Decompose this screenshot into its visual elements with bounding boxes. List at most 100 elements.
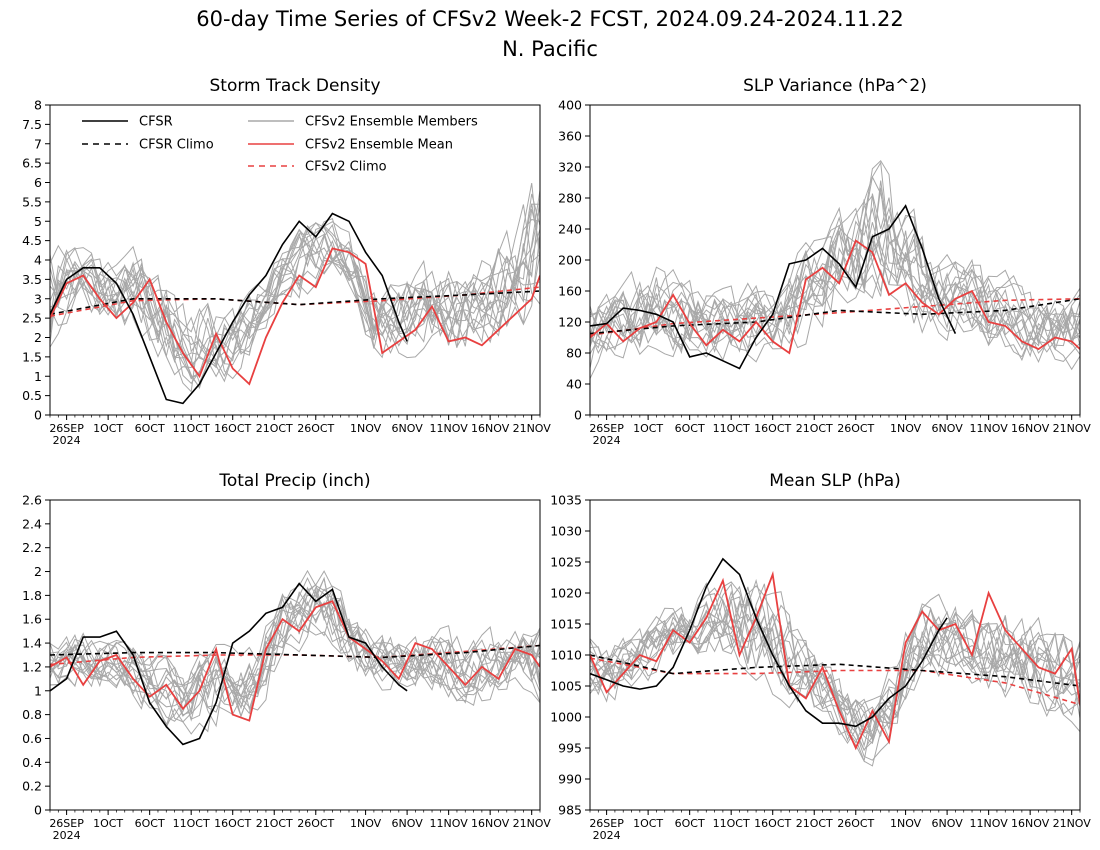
y-tick-label: 360: [558, 129, 582, 144]
x-tick-label: 16NOV: [471, 817, 510, 830]
y-tick-label: 1005: [550, 679, 582, 694]
x-tick-label: 26OCT: [837, 422, 874, 435]
y-tick-label: 1025: [550, 555, 582, 570]
series-line-cfsr: [50, 212, 408, 405]
legend: CFSR CFSR Climo CFSv2 Ensemble Members CFSv…: [82, 115, 478, 175]
ensemble-member-line: [590, 598, 1080, 734]
panel-2: SLP Variance (hPa^2) 0 40 80 120 160 200 240 280…: [558, 76, 1091, 447]
ensemble-member-line: [590, 608, 1080, 733]
ensemble-member-line: [50, 198, 540, 365]
y-tick-label: 7.5: [22, 117, 42, 132]
ensemble-member-line: [590, 599, 1080, 767]
ensemble-member-line: [590, 206, 1080, 354]
ensemble-member-line: [50, 229, 540, 385]
ensemble-member-line: [590, 187, 1080, 359]
y-tick-label: 4: [34, 253, 42, 268]
ensemble-member-line: [50, 228, 540, 384]
series-line-cfsr: [590, 557, 948, 728]
y-tick-label: 1.5: [22, 349, 42, 364]
y-tick-label: 200: [558, 253, 582, 268]
x-tick-label: 11OCT: [713, 817, 750, 830]
legend-label: CFSv2 Climo: [305, 160, 387, 175]
x-tick-label: 26OCT: [297, 422, 334, 435]
x-tick-label: 1OCT: [633, 817, 663, 830]
x-tick-label: 1NOV: [350, 817, 382, 830]
ensemble-member-line: [590, 586, 1080, 752]
x-tick-label: 1NOV: [890, 422, 922, 435]
plot-area: [50, 569, 540, 746]
panel-title: Storm Track Density: [209, 76, 380, 96]
x-tick-label: 1NOV: [890, 817, 922, 830]
y-tick-label: 1030: [550, 524, 582, 539]
x-tick-label: 16NOV: [471, 422, 510, 435]
y-tick-label: 320: [558, 160, 582, 175]
x-tick-label: 21NOV: [1053, 422, 1092, 435]
ensemble-member-line: [590, 590, 1080, 763]
x-tick-label: 6OCT: [135, 422, 165, 435]
plot-frame: [589, 499, 1081, 811]
y-tick-label: 0: [34, 408, 42, 423]
plot-frame: [49, 104, 541, 416]
ensemble-member-line: [590, 228, 1080, 358]
y-tick-label: 2.5: [22, 311, 42, 326]
x-tick-label: 16NOV: [1011, 422, 1050, 435]
panel-title: Total Precip (inch): [218, 471, 370, 491]
y-tick-label: 0.6: [22, 731, 42, 746]
y-tick-label: 4.5: [22, 233, 42, 248]
x-tick-label: 6NOV: [932, 817, 964, 830]
y-tick-label: 990: [558, 772, 582, 787]
x-tick-label: 26SEP: [49, 422, 84, 435]
ensemble-member-line: [50, 604, 540, 720]
x-tick-label: 6OCT: [675, 817, 705, 830]
y-tick-label: 5: [34, 214, 42, 229]
x-tick-label: 16OCT: [754, 422, 791, 435]
x-tick-label: 11OCT: [173, 422, 210, 435]
y-tick-label: 0.5: [22, 388, 42, 403]
x-tick-label: 6NOV: [392, 817, 424, 830]
ensemble-member-line: [50, 183, 540, 393]
x-tick-label: 21NOV: [1053, 817, 1092, 830]
y-tick-label: 240: [558, 222, 582, 237]
x-tick-label: 16OCT: [214, 817, 251, 830]
figure-subtitle: N. Pacific: [502, 37, 598, 61]
panel-title: SLP Variance (hPa^2): [743, 76, 927, 96]
y-tick-label: 995: [558, 741, 582, 756]
x-tick-label: 11NOV: [430, 817, 469, 830]
x-tick-label: 26OCT: [837, 817, 874, 830]
x-tick-label: 16OCT: [754, 817, 791, 830]
x-year-label: 2024: [593, 434, 621, 447]
y-tick-label: 2.2: [22, 540, 42, 555]
panel-1: Storm Track Density 0 0.5 1 1.5 2 2.5 3 3.5 4 4.5 5…: [22, 76, 551, 447]
x-tick-label: 26SEP: [49, 817, 84, 830]
y-tick-label: 0.8: [22, 707, 42, 722]
series-line-mean: [50, 600, 540, 722]
y-tick-label: 0.4: [22, 755, 42, 770]
ensemble-member-line: [50, 218, 540, 378]
series-line-cfsr-climo: [50, 644, 540, 659]
y-tick-label: 40: [566, 377, 582, 392]
x-tick-label: 21NOV: [513, 422, 552, 435]
panels: Storm Track Density 0 0.5 1 1.5 2 2.5 3 3.5 4 4.5 5…: [22, 76, 1091, 842]
y-tick-label: 6.5: [22, 156, 42, 171]
y-tick-label: 1.2: [22, 659, 42, 674]
y-tick-label: 1015: [550, 617, 582, 632]
y-tick-label: 400: [558, 98, 582, 113]
y-tick-label: 1: [34, 369, 42, 384]
y-tick-label: 0: [34, 803, 42, 818]
y-tick-label: 1.8: [22, 588, 42, 603]
ensemble-member-line: [590, 175, 1080, 349]
x-tick-label: 6OCT: [675, 422, 705, 435]
series-line-mean: [50, 247, 540, 386]
y-tick-label: 2: [34, 330, 42, 345]
series-line-cfsr-climo: [590, 654, 1080, 687]
ensemble-member-line: [50, 203, 540, 365]
legend-label: CFSR Climo: [139, 138, 214, 153]
x-year-label: 2024: [53, 829, 81, 842]
x-tick-label: 6OCT: [135, 817, 165, 830]
figure-title: 60-day Time Series of CFSv2 Week-2 FCST,…: [196, 7, 903, 31]
ensemble-member-line: [590, 161, 1080, 363]
ensemble-member-line: [50, 223, 540, 390]
series-line-mean: [590, 570, 1080, 751]
ensemble-member-line: [50, 598, 540, 715]
panel-title: Mean SLP (hPa): [769, 471, 901, 491]
